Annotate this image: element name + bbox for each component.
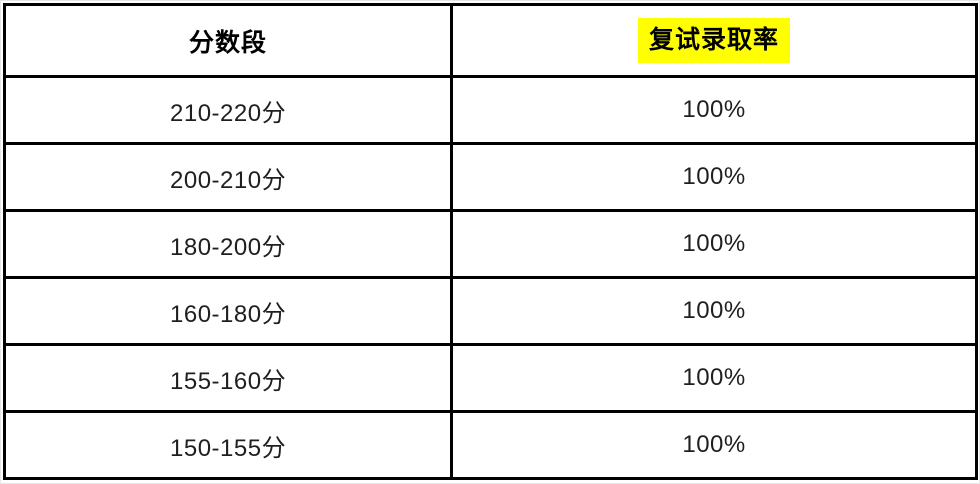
table-row: 150-155分 100% (2, 410, 978, 480)
table-header: 分数段 复试录取率 (2, 3, 978, 78)
table-row: 155-160分 100% (2, 343, 978, 413)
admission-rate-highlight: 复试录取率 (638, 17, 791, 64)
table-row: 180-200分 100% (2, 209, 978, 279)
column-header-score-range: 分数段 (2, 3, 454, 78)
score-range-cell: 180-200分 (2, 209, 454, 279)
score-range-cell: 200-210分 (2, 142, 454, 212)
admission-rate-cell: 100% (450, 75, 978, 145)
table-row: 210-220分 100% (2, 75, 978, 145)
table-body: 210-220分 100% 200-210分 100% 180-200分 100… (2, 75, 978, 480)
score-range-cell: 155-160分 (2, 343, 454, 413)
admission-rate-cell: 100% (450, 209, 978, 279)
column-header-admission-rate: 复试录取率 (450, 3, 978, 78)
score-range-cell: 150-155分 (2, 410, 454, 480)
admission-rate-cell: 100% (450, 142, 978, 212)
header-row: 分数段 复试录取率 (2, 3, 978, 78)
admission-rate-cell: 100% (450, 343, 978, 413)
score-range-header-label: 分数段 (189, 28, 268, 57)
table-row: 160-180分 100% (2, 276, 978, 346)
score-range-cell: 160-180分 (2, 276, 454, 346)
admission-rate-cell: 100% (450, 276, 978, 346)
table-row: 200-210分 100% (2, 142, 978, 212)
admission-rate-table: 分数段 复试录取率 210-220分 100% 200-210分 100% 18… (2, 3, 978, 480)
score-range-cell: 210-220分 (2, 75, 454, 145)
admission-rate-cell: 100% (450, 410, 978, 480)
